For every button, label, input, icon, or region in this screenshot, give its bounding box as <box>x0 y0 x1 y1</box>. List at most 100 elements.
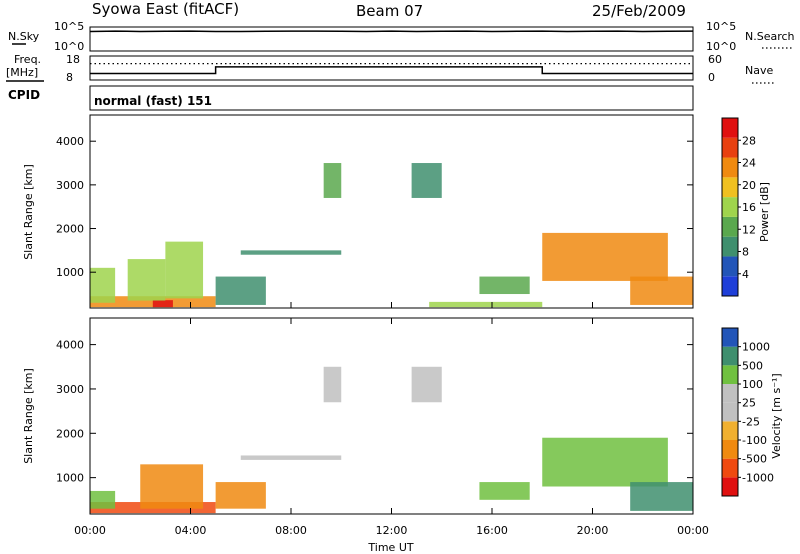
scatter-region <box>542 232 668 281</box>
x-tick-label: 20:00 <box>577 524 609 537</box>
colorbar-swatch <box>722 458 738 478</box>
freq-series-line <box>90 66 693 75</box>
cpid-value: normal (fast) 151 <box>94 94 212 108</box>
scatter-region <box>240 250 342 255</box>
colorbar-swatch <box>722 256 738 277</box>
nsearch-tick-bottom: 10^0 <box>706 40 736 53</box>
nsky-tick-top: 10^5 <box>54 20 84 33</box>
colorbar-swatch <box>722 157 738 178</box>
x-tick-label: 16:00 <box>476 524 508 537</box>
y-tick-label: 4000 <box>56 135 84 148</box>
colorbar-frame <box>721 327 739 497</box>
scatter-region <box>240 455 342 460</box>
nsky-tick-bottom: 10^0 <box>54 40 84 53</box>
colorbar-swatch <box>722 177 738 198</box>
scatter-region <box>152 300 173 308</box>
colorbar-swatch <box>722 197 738 217</box>
scatter-region <box>140 464 204 509</box>
nsearch-label: N.Search <box>745 30 795 43</box>
colorbar-tick-label: 12 <box>742 223 756 236</box>
colorbar-tick-label: -25 <box>742 415 760 428</box>
xlabel: Time UT <box>367 541 413 554</box>
colorbar-swatch <box>722 384 738 403</box>
scatter-region <box>429 301 543 308</box>
colorbar-tick-label: 500 <box>742 359 763 372</box>
scatter-region <box>90 490 116 509</box>
scatter-region <box>323 366 342 403</box>
nsky-label: N.Sky <box>8 30 40 43</box>
velocity-colorbar-label: Velocity [m s⁻¹] <box>770 373 783 458</box>
power-panel: 1000 2000 3000 4000 Slant Range [km] 4 8 12 16… <box>22 114 771 309</box>
velocity-ylabel: Slant Range [km] <box>22 368 35 464</box>
scatter-region <box>165 241 204 299</box>
x-tick-label: 00:00 <box>677 524 709 537</box>
scatter-region <box>479 482 530 500</box>
colorbar-tick-label: -1000 <box>742 471 774 484</box>
colorbar-swatch <box>722 216 738 237</box>
velocity-colorbar: -1000 -500 -100 -25 25 100 500 1000 <box>721 327 774 497</box>
colorbar-swatch <box>722 440 738 459</box>
freq-panel: Freq. [MHz] 18 8 60 0 Nave <box>6 53 774 84</box>
x-tick-label: 00:00 <box>74 524 106 537</box>
station-title: Syowa East (fitACF) <box>92 0 239 18</box>
freq-label: Freq. <box>14 53 41 66</box>
colorbar-tick-label: 28 <box>742 134 756 147</box>
y-tick-label: 2000 <box>56 427 84 440</box>
nsky-panel: N.Sky 10^5 10^0 10^5 10^0 N.Search <box>8 20 795 53</box>
power-ylabel: Slant Range [km] <box>22 164 35 260</box>
power-y-axis: 1000 2000 3000 4000 <box>56 135 693 279</box>
scatter-region <box>542 437 668 487</box>
date-title: 25/Feb/2009 <box>592 2 686 20</box>
colorbar-tick-label: -100 <box>742 434 767 447</box>
colorbar-swatch <box>722 118 738 138</box>
colorbar-swatch <box>722 236 738 257</box>
colorbar-tick-label: 100 <box>742 378 763 391</box>
scatter-region <box>127 259 166 301</box>
colorbar-swatch <box>722 276 738 296</box>
colorbar-tick-label: 4 <box>742 268 749 281</box>
colorbar-swatch <box>722 346 738 366</box>
velocity-y-axis: 1000 2000 3000 4000 <box>56 339 693 485</box>
colorbar-tick-label: 16 <box>742 201 756 214</box>
y-tick-label: 2000 <box>56 223 84 236</box>
colorbar-swatch <box>722 477 738 496</box>
cpid-label: CPID <box>8 88 40 102</box>
nsearch-tick-top: 10^5 <box>706 20 736 33</box>
colorbar-swatch <box>722 328 738 347</box>
colorbar-tick-label: -500 <box>742 453 767 466</box>
colorbar-swatch <box>722 421 738 440</box>
nave-tick-bottom: 0 <box>708 71 715 84</box>
power-data <box>90 163 693 308</box>
freq-tick-bottom: 8 <box>66 71 73 84</box>
nave-label: Nave <box>745 64 773 77</box>
y-tick-label: 3000 <box>56 383 84 396</box>
y-tick-label: 1000 <box>56 266 84 279</box>
x-tick-label: 08:00 <box>275 524 307 537</box>
y-tick-label: 4000 <box>56 339 84 352</box>
colorbar-tick-label: 24 <box>742 157 756 170</box>
scatter-region <box>215 276 266 305</box>
scatter-region <box>411 366 442 403</box>
scatter-region <box>479 276 530 295</box>
y-tick-label: 3000 <box>56 179 84 192</box>
cpid-panel: CPID normal (fast) 151 <box>8 85 694 111</box>
x-tick-label: 04:00 <box>175 524 207 537</box>
colorbar-tick-label: 8 <box>742 246 749 259</box>
scatter-region <box>323 163 342 198</box>
scatter-region <box>90 267 116 303</box>
freq-unit: [MHz] <box>6 66 38 79</box>
colorbar-tick-label: 25 <box>742 397 756 410</box>
colorbar-tick-label: 1000 <box>742 341 770 354</box>
x-tick-label: 12:00 <box>376 524 408 537</box>
scatter-region <box>411 163 442 198</box>
y-tick-label: 1000 <box>56 472 84 485</box>
scatter-region <box>630 482 693 511</box>
colorbar-tick-label: 20 <box>742 179 756 192</box>
time-x-axis: 00:00 04:00 08:00 12:00 16:00 20:00 00:00 <box>74 302 709 537</box>
power-colorbar: 4 8 12 16 20 24 28 <box>721 117 756 297</box>
beam-title: Beam 07 <box>356 2 423 20</box>
colorbar-swatch <box>722 402 738 422</box>
power-colorbar-label: Power [dB] <box>758 182 771 242</box>
